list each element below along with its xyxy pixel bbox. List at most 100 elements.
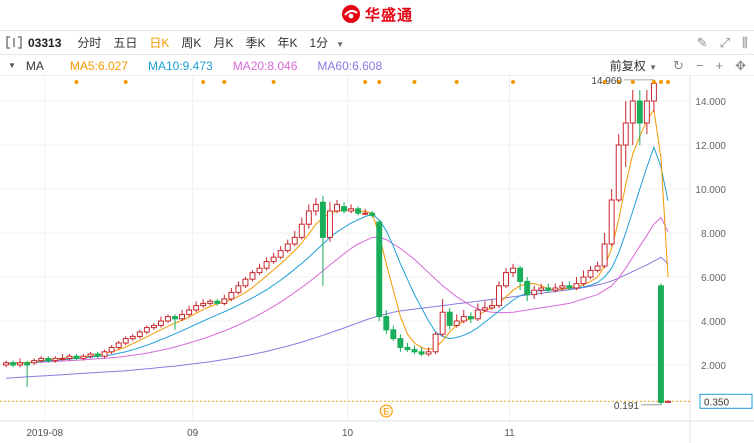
tab-monthly-k[interactable]: 月K xyxy=(213,36,234,50)
candle-down xyxy=(657,285,664,403)
signal-dot xyxy=(602,80,607,84)
candle-down xyxy=(369,212,376,216)
candle-up xyxy=(665,400,671,403)
chart-toolbar: 03313 分时 五日 日K 周K 月K 季K 年K 1分 ▼ ✎ ⤢ ⫼ xyxy=(0,30,754,55)
price-adjust-select[interactable]: 前复权 ▼ xyxy=(610,57,657,74)
ma10-line xyxy=(5,145,669,365)
signal-dot xyxy=(363,80,368,84)
candle-down xyxy=(545,287,552,291)
candle-up xyxy=(38,357,45,362)
ma20-line xyxy=(6,216,669,364)
minute-select[interactable]: 1分 ▼ xyxy=(309,34,344,51)
candle-up xyxy=(305,210,312,225)
candle-up xyxy=(453,320,460,326)
candle-up xyxy=(531,289,538,296)
candle-up xyxy=(59,357,66,360)
candle-down xyxy=(517,267,524,282)
candle-down xyxy=(524,280,531,296)
candle-up xyxy=(594,265,601,271)
panel-toggle-icon[interactable]: ⫼ xyxy=(742,35,748,50)
candle-up xyxy=(157,320,164,326)
candle-up xyxy=(362,212,369,215)
candle-down xyxy=(73,355,80,359)
event-marker-label: E xyxy=(383,407,389,417)
candle-up xyxy=(580,276,587,285)
brand-logo-icon xyxy=(341,5,360,23)
tab-weekly-k[interactable]: 周K xyxy=(181,36,202,50)
candlestick-chart[interactable]: 2.000 4.000 6.000 8.000 10.000 12.000 14.000 20… xyxy=(0,76,754,443)
y-tick-label: 2.000 xyxy=(701,361,726,372)
max-price-label: 14.960 xyxy=(591,76,622,87)
candle-down xyxy=(397,338,404,348)
candle-up xyxy=(608,199,615,245)
tab-quarterly-k[interactable]: 季K xyxy=(245,36,266,50)
candle-up xyxy=(291,236,298,245)
ma-caret-icon[interactable]: ▼ xyxy=(8,61,16,70)
candle-down xyxy=(404,346,411,351)
y-tick-label: 8.000 xyxy=(701,229,726,240)
pencil-icon[interactable]: ✎ xyxy=(696,35,708,50)
candle-up xyxy=(474,309,481,320)
y-tick-label: 4.000 xyxy=(701,317,726,328)
signal-dot xyxy=(651,80,656,84)
candle-up xyxy=(552,287,559,291)
refresh-icon[interactable]: ↻ xyxy=(673,58,684,73)
candle-up xyxy=(249,272,256,280)
ma60-value: MA60:6.608 xyxy=(317,58,383,73)
candle-down xyxy=(390,329,397,340)
bracket-icon[interactable] xyxy=(6,36,22,49)
candle-up xyxy=(650,82,657,102)
signal-dot xyxy=(271,80,276,84)
signal-dot xyxy=(454,80,459,84)
tab-daily-k[interactable]: 日K xyxy=(149,36,170,50)
candle-up xyxy=(348,208,355,212)
x-tick-label: 11 xyxy=(504,428,515,439)
candle-up xyxy=(228,291,235,300)
candle-down xyxy=(341,206,348,212)
y-tick-label: 6.000 xyxy=(701,273,726,284)
tab-five-day[interactable]: 五日 xyxy=(113,36,138,50)
plus-icon[interactable]: + xyxy=(715,58,724,73)
x-tick-label: 2019-08 xyxy=(26,428,63,439)
signal-dot xyxy=(377,80,382,84)
signal-dot xyxy=(630,80,635,84)
y-tick-label: 12.000 xyxy=(695,141,726,152)
candle-up xyxy=(326,210,333,238)
candle-up xyxy=(143,327,150,333)
candle-down xyxy=(94,353,101,357)
tab-yearly-k[interactable]: 年K xyxy=(277,36,298,50)
candle-up xyxy=(488,305,495,309)
candle-up xyxy=(559,285,566,289)
candle-up xyxy=(122,338,129,344)
candle-up xyxy=(460,316,467,322)
candle-up xyxy=(270,256,277,263)
tab-intraday[interactable]: 分时 xyxy=(77,36,102,50)
adjust-caret-icon: ▼ xyxy=(649,63,657,72)
candle-up xyxy=(3,362,9,366)
candle-up xyxy=(17,362,24,366)
candle-down xyxy=(376,221,383,318)
candle-up xyxy=(629,100,636,124)
candle-up xyxy=(622,122,629,146)
last-price-box xyxy=(699,393,753,409)
candle-down xyxy=(24,362,31,366)
candle-up xyxy=(179,313,186,320)
y-tick-label: 10.000 xyxy=(695,185,726,196)
minus-icon[interactable]: − xyxy=(695,58,704,73)
move-icon[interactable]: ✥ xyxy=(735,58,746,73)
minute-select-value: 1分 xyxy=(309,36,329,50)
candle-up xyxy=(615,144,622,201)
ma-legend-bar: ▼ MA MA5:6.027 MA10:9.473 MA20:8.046 MA6… xyxy=(0,56,754,76)
candle-up xyxy=(108,346,115,353)
signal-dot xyxy=(412,80,417,84)
brand-name: 华盛通 xyxy=(364,6,413,24)
event-marker-icon xyxy=(379,404,393,418)
expand-icon[interactable]: ⤢ xyxy=(719,35,731,50)
candle-up xyxy=(538,287,545,291)
candle-up xyxy=(66,355,73,359)
candle-up xyxy=(129,335,136,340)
candle-down xyxy=(411,349,418,353)
candle-up xyxy=(277,250,284,258)
signal-dot xyxy=(74,80,79,84)
candle-down xyxy=(45,357,52,362)
